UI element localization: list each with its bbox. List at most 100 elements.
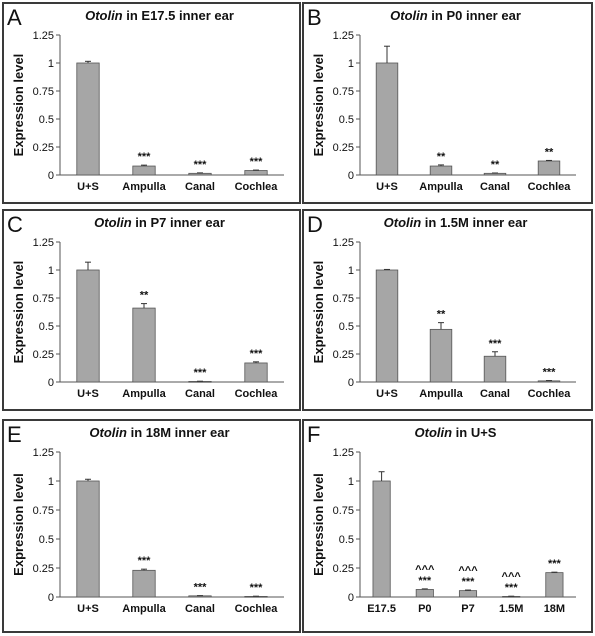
bar-u-s xyxy=(375,62,399,176)
bar-18m xyxy=(545,572,564,598)
x-tick-label: Ampulla xyxy=(122,181,166,193)
bar-u-s xyxy=(76,269,100,383)
significance-label: ** xyxy=(437,309,446,321)
bar-u-s xyxy=(76,480,100,598)
y-tick-label: 1 xyxy=(48,265,54,277)
bar-ampulla xyxy=(429,165,453,176)
significance-label: *** xyxy=(543,367,557,379)
x-tick-label: Canal xyxy=(185,181,215,193)
x-tick-label: Ampulla xyxy=(122,388,166,400)
y-tick-label: 1 xyxy=(348,58,354,70)
bar-e17-5 xyxy=(372,480,391,598)
significance-label: ** xyxy=(491,159,500,171)
significance-label: ** xyxy=(545,146,554,158)
x-tick-label: Ampulla xyxy=(122,603,166,615)
significance-label: *** xyxy=(250,582,264,594)
x-tick-label: Ampulla xyxy=(419,388,463,400)
y-tick-label: 1.25 xyxy=(333,237,354,249)
y-axis-label: Expression level xyxy=(11,473,26,576)
y-tick-label: 0.75 xyxy=(333,505,354,517)
y-tick-label: 0.5 xyxy=(339,114,354,126)
y-tick-label: 0.5 xyxy=(39,534,54,546)
bar-ampulla xyxy=(132,165,156,176)
y-axis-label: Expression level xyxy=(311,261,326,364)
y-tick-label: 0.25 xyxy=(33,142,54,154)
y-tick-label: 1.25 xyxy=(33,237,54,249)
y-tick-label: 0.5 xyxy=(39,114,54,126)
y-tick-label: 1 xyxy=(348,265,354,277)
significance-label: *** xyxy=(505,582,519,594)
panel-c: C Otolin in P7 inner ear Expression level 0… xyxy=(2,209,301,411)
x-tick-label: Canal xyxy=(185,388,215,400)
significance-label: *** xyxy=(194,367,208,379)
significance-label: ** xyxy=(437,151,446,163)
x-tick-label: E17.5 xyxy=(367,603,396,615)
title-rest: in 18M inner ear xyxy=(127,425,230,440)
title-rest: in P0 inner ear xyxy=(428,8,521,23)
bar-cochlea xyxy=(244,170,268,176)
gene-name: Otolin xyxy=(94,215,132,230)
x-tick-label: U+S xyxy=(77,603,99,615)
x-tick-label: Canal xyxy=(480,181,510,193)
y-tick-label: 1.25 xyxy=(333,30,354,42)
panel-b: B Otolin in P0 inner ear Expression level 0… xyxy=(302,2,593,204)
x-tick-label: Cochlea xyxy=(528,181,572,193)
y-axis-label: Expression level xyxy=(11,261,26,364)
gene-name: Otolin xyxy=(85,8,123,23)
bar-u-s xyxy=(76,62,100,176)
significance-label: ** xyxy=(140,290,149,302)
panel-letter: F xyxy=(307,422,320,447)
panel-f: F Otolin in U+S Expression level 0 0.25 0.5 0.… xyxy=(302,419,593,633)
y-axis-label: Expression level xyxy=(11,54,26,157)
bar-cochlea xyxy=(244,362,268,383)
significance-label: *** xyxy=(489,338,503,350)
significance-label: *** xyxy=(194,159,208,171)
gene-name: Otolin xyxy=(415,425,453,440)
y-tick-label: 0.75 xyxy=(33,86,54,98)
title-rest: in 1.5M inner ear xyxy=(421,215,527,230)
bar-p0 xyxy=(415,589,434,598)
significance-label: *** xyxy=(138,555,152,567)
y-tick-label: 0.75 xyxy=(333,293,354,305)
x-tick-label: Canal xyxy=(480,388,510,400)
y-tick-label: 0.5 xyxy=(39,321,54,333)
panel-title: Otolin in P0 inner ear xyxy=(390,8,521,23)
gene-name: Otolin xyxy=(89,425,127,440)
y-tick-label: 0.75 xyxy=(333,86,354,98)
y-tick-label: 0.75 xyxy=(33,505,54,517)
y-tick-label: 1.25 xyxy=(33,447,54,459)
bar-p7 xyxy=(458,590,478,598)
panel-title: Otolin in 18M inner ear xyxy=(89,425,229,440)
panel-title: Otolin in U+S xyxy=(415,425,497,440)
y-axis-label: Expression level xyxy=(311,54,326,157)
y-tick-label: 0 xyxy=(48,592,54,604)
x-tick-label: P7 xyxy=(461,603,474,615)
title-rest: in U+S xyxy=(452,425,497,440)
x-tick-label: Cochlea xyxy=(235,603,279,615)
gene-name: Otolin xyxy=(390,8,428,23)
x-tick-label: Cochlea xyxy=(235,388,279,400)
y-tick-label: 0.25 xyxy=(33,349,54,361)
bar-ampulla xyxy=(429,328,453,383)
bar-canal xyxy=(483,172,507,176)
y-tick-label: 0 xyxy=(348,592,354,604)
significance-label: *** xyxy=(250,348,264,360)
bar-cochlea xyxy=(537,160,561,176)
y-tick-label: 0.5 xyxy=(339,321,354,333)
panel-title: Otolin in P7 inner ear xyxy=(94,215,225,230)
panel-title: Otolin in 1.5M inner ear xyxy=(384,215,528,230)
y-tick-label: 1 xyxy=(48,58,54,70)
x-tick-label: U+S xyxy=(376,388,398,400)
significance-label: ^^^ xyxy=(502,571,522,583)
x-tick-label: Cochlea xyxy=(528,388,572,400)
y-tick-label: 0.75 xyxy=(33,293,54,305)
significance-label: *** xyxy=(138,151,152,163)
title-rest: in P7 inner ear xyxy=(132,215,225,230)
y-tick-label: 1.25 xyxy=(333,447,354,459)
y-tick-label: 0.25 xyxy=(333,563,354,575)
bar-ampulla xyxy=(132,307,156,383)
panel-e: E Otolin in 18M inner ear Expression level… xyxy=(2,419,301,633)
y-tick-label: 0.25 xyxy=(333,349,354,361)
significance-label: *** xyxy=(194,582,208,594)
